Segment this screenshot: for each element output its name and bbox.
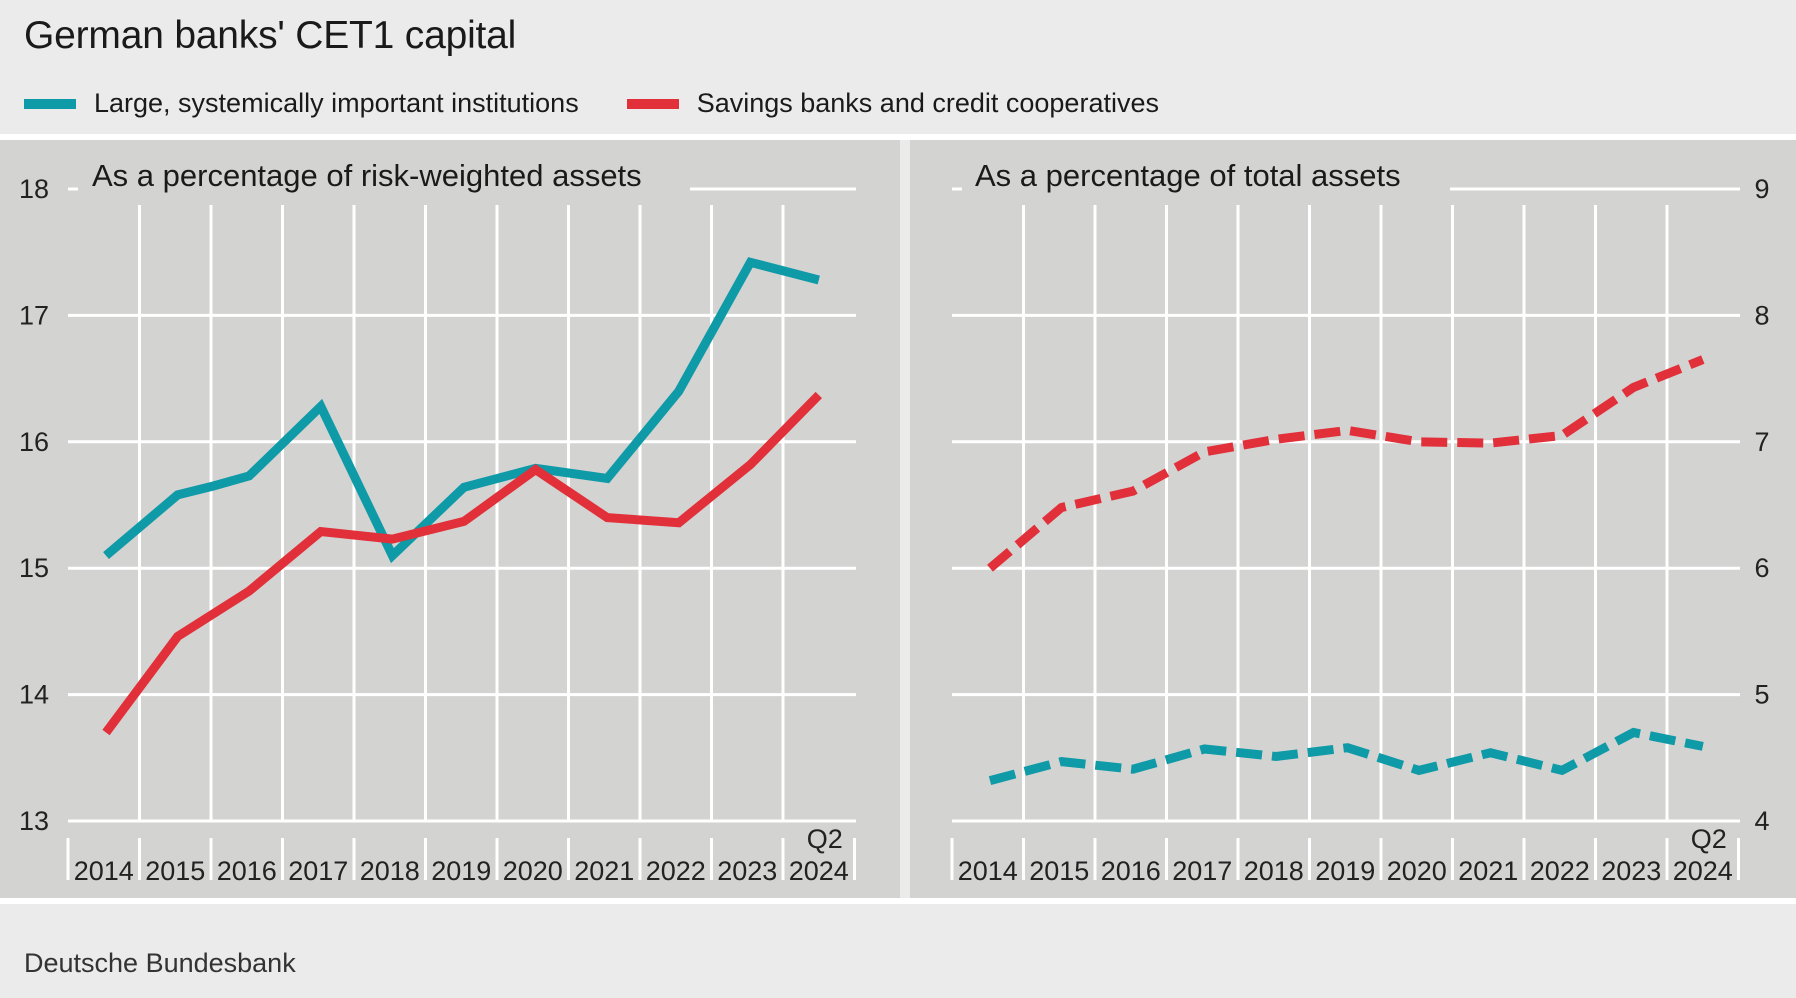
y-tick-label-rwa: 15 — [19, 553, 49, 583]
y-tick-label-rwa: 17 — [19, 300, 49, 330]
x-tick-label-rwa: 2024 — [789, 856, 849, 886]
panel-title-bg-total-assets — [962, 155, 1450, 201]
x-tick-label-total-assets: 2019 — [1315, 856, 1375, 886]
panel-background-rwa — [0, 140, 900, 898]
legend-label-savings-banks: Savings banks and credit cooperatives — [696, 88, 1159, 118]
y-tick-label-rwa: 18 — [19, 174, 49, 204]
x-tick-label-total-assets: 2024 — [1673, 856, 1733, 886]
x-tick-label-rwa: 2022 — [646, 856, 706, 886]
panel-title-bg-rwa — [78, 155, 690, 201]
y-tick-label-total-assets: 5 — [1754, 680, 1769, 710]
x-tick-label-total-assets: 2018 — [1244, 856, 1304, 886]
legend-swatch-red — [626, 98, 679, 109]
y-tick-label-rwa: 14 — [19, 680, 49, 710]
chart-title: German banks' CET1 capital — [24, 14, 517, 57]
panel-title-rwa: As a percentage of risk-weighted assets — [92, 158, 642, 193]
series-line-total-assets-savings-banks — [987, 355, 1705, 572]
x-tick-label-rwa: 2021 — [574, 856, 634, 886]
legend-item-large-institutions: Large, systemically important institutio… — [24, 88, 579, 119]
series-line-rwa-large-institutions — [103, 257, 820, 564]
y-tick-label-total-assets: 8 — [1754, 300, 1769, 330]
x-tick-label-total-assets: 2015 — [1029, 856, 1089, 886]
legend-item-savings-banks: Savings banks and credit cooperatives — [626, 88, 1159, 119]
legend-label-large-institutions: Large, systemically important institutio… — [94, 88, 579, 118]
separator-top — [0, 134, 1796, 140]
panel-title-total-assets: As a percentage of total assets — [975, 158, 1401, 193]
x-tick-label-total-assets: 2014 — [958, 856, 1018, 886]
x-tick-label-quarter-total-assets: Q2 — [1691, 824, 1727, 854]
separator-bottom — [0, 898, 1796, 904]
y-tick-label-total-assets: 4 — [1754, 806, 1769, 836]
source-note: Deutsche Bundesbank — [24, 948, 296, 978]
x-tick-label-total-assets: 2022 — [1530, 856, 1590, 886]
x-tick-label-rwa: 2019 — [431, 856, 491, 886]
legend: Large, systemically important institutio… — [24, 88, 1207, 119]
panel-background-total-assets — [910, 140, 1796, 898]
chart-canvas: 13 14 15 16 17 18 2014 2015 2016 2017 2018 2019 2020… — [0, 134, 1796, 904]
x-tick-label-rwa: 2023 — [717, 856, 777, 886]
x-tick-label-rwa: 2015 — [145, 856, 205, 886]
x-tick-label-total-assets: 2023 — [1601, 856, 1661, 886]
x-tick-label-total-assets: 2020 — [1387, 856, 1447, 886]
y-tick-label-total-assets: 9 — [1754, 174, 1769, 204]
legend-swatch-teal — [24, 98, 76, 109]
x-tick-label-rwa: 2018 — [360, 856, 420, 886]
x-tick-label-total-assets: 2017 — [1172, 856, 1232, 886]
x-tick-label-rwa: 2014 — [74, 856, 134, 886]
x-tick-label-rwa: 2017 — [288, 856, 348, 886]
x-tick-label-total-assets: 2016 — [1101, 856, 1161, 886]
y-tick-label-rwa: 13 — [19, 806, 49, 836]
x-tick-label-quarter-rwa: Q2 — [807, 824, 843, 854]
x-tick-label-rwa: 2016 — [217, 856, 277, 886]
y-tick-label-rwa: 16 — [19, 427, 49, 457]
y-tick-label-total-assets: 7 — [1754, 427, 1769, 457]
x-tick-label-total-assets: 2021 — [1458, 856, 1518, 886]
x-tick-label-rwa: 2020 — [503, 856, 563, 886]
y-tick-label-total-assets: 6 — [1754, 553, 1769, 583]
